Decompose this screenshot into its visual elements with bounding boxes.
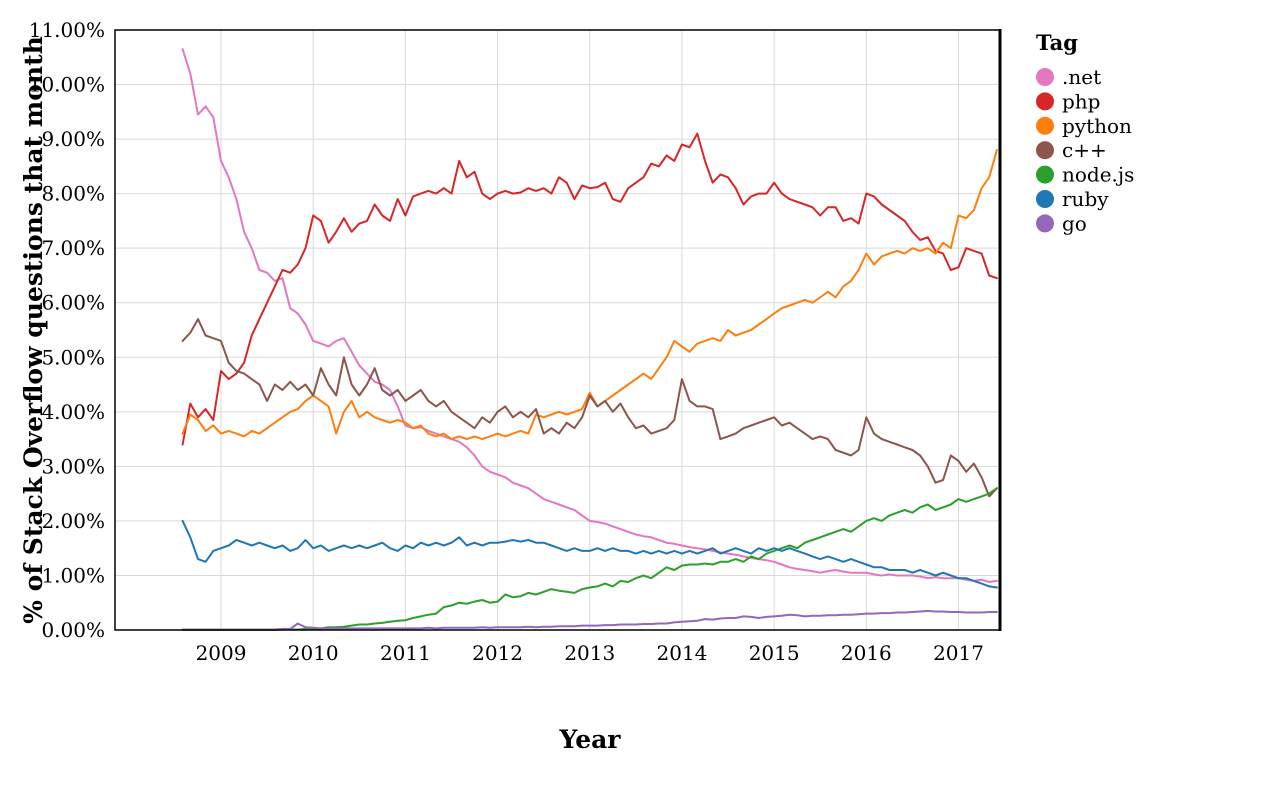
legend-title: Tag: [1036, 30, 1078, 55]
legend-swatch-node.js-icon: [1036, 165, 1054, 184]
legend-swatch-.net-icon: [1036, 68, 1054, 86]
y-tick-label: 9.00%: [41, 127, 105, 151]
y-tick-label: 5.00%: [41, 345, 105, 369]
legend-item-php: php: [1036, 89, 1101, 113]
legend-swatch-go-icon: [1036, 214, 1054, 233]
series-line-python: [181, 149, 998, 441]
legend-swatch-c++-icon: [1036, 141, 1054, 160]
legend-label: ruby: [1062, 187, 1109, 211]
y-axis-title: % of Stack Overflow questions that month: [19, 36, 48, 624]
legend-label: python: [1062, 114, 1132, 138]
legend-item-c++: c++: [1036, 138, 1107, 162]
y-tick-label: 8.00%: [41, 182, 105, 206]
x-tick-label: 2016: [841, 641, 892, 665]
legend-label: c++: [1062, 138, 1107, 162]
legend-item-ruby: ruby: [1036, 187, 1109, 211]
x-tick-label: 2009: [196, 641, 247, 665]
y-tick-label: 4.00%: [41, 400, 105, 424]
y-tick-label: 10.00%: [29, 73, 105, 97]
y-tick-label: 1.00%: [41, 563, 105, 587]
x-tick-label: 2014: [657, 641, 708, 665]
legend-item-python: python: [1036, 114, 1132, 138]
series-line-c++: [181, 318, 998, 498]
y-tick-label: 7.00%: [41, 236, 105, 260]
x-tick-label: 2017: [933, 641, 984, 665]
plot-border: [114, 29, 1002, 631]
y-tick-label: 6.00%: [41, 291, 105, 315]
legend-label: .net: [1062, 65, 1101, 89]
y-tick-label: 3.00%: [41, 454, 105, 478]
legend-swatch-ruby-icon: [1036, 190, 1054, 208]
x-tick-label: 2010: [288, 641, 339, 665]
gridlines: [115, 29, 1000, 631]
x-tick-label: 2012: [472, 641, 523, 665]
x-tick-label: 2015: [749, 641, 800, 665]
legend-swatch-php-icon: [1036, 92, 1054, 111]
series-line-php: [181, 132, 998, 446]
legend-item-go: go: [1036, 211, 1087, 235]
y-tick-label: 0.00%: [41, 618, 105, 642]
legend-swatch-python-icon: [1036, 116, 1054, 135]
axis-tick-labels: 0.00% 1.00% 2.00% 3.00% 4.00% 5.00% 6.00% 7.00%…: [29, 18, 984, 665]
series-line-.net: [181, 48, 998, 583]
legend-label: php: [1062, 89, 1101, 113]
x-tick-label: 2013: [564, 641, 615, 665]
y-tick-label: 11.00%: [29, 18, 105, 42]
legend-label: go: [1062, 211, 1087, 235]
series-lines: [181, 48, 998, 631]
x-tick-label: 2011: [380, 641, 431, 665]
y-tick-label: 2.00%: [41, 509, 105, 533]
legend-item-node.js: node.js: [1036, 163, 1134, 187]
x-axis-title: Year: [559, 725, 622, 754]
series-line-go: [181, 609, 998, 631]
plot-frame: [114, 29, 1001, 631]
legend-item-.net: .net: [1036, 65, 1101, 89]
legend-label: node.js: [1062, 163, 1134, 187]
series-line-ruby: [181, 519, 998, 589]
